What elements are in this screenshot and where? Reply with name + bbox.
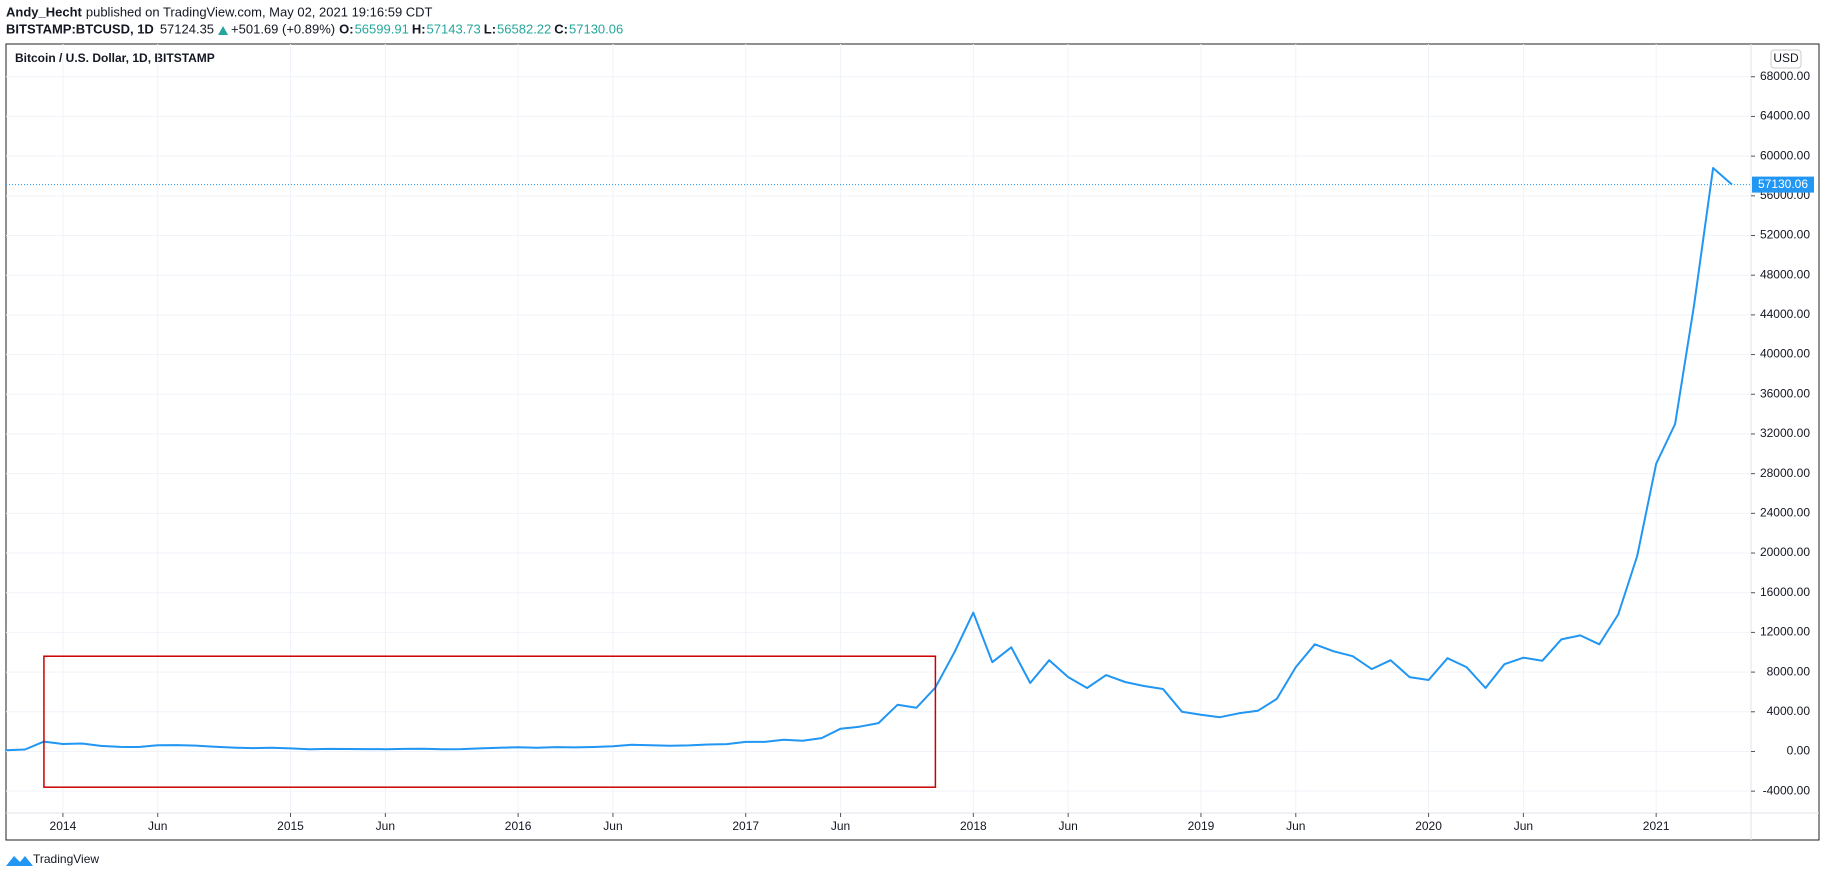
author: Andy_Hecht xyxy=(6,4,83,19)
y-tick-label: 60000.00 xyxy=(1760,148,1810,162)
x-tick-label: 2016 xyxy=(505,819,532,833)
chart-title: Bitcoin / U.S. Dollar, 1D, BITSTAMP xyxy=(15,51,215,65)
last-price: 57124.35 xyxy=(160,21,214,36)
x-tick-label: 2018 xyxy=(960,819,987,833)
published: published on TradingView.com, May 02, 20… xyxy=(86,4,433,19)
y-tick-label: 24000.00 xyxy=(1760,506,1810,520)
x-tick-label: 2017 xyxy=(732,819,759,833)
x-tick-label: Jun xyxy=(1058,819,1077,833)
ohlc: O: 56599.91 H: 57143.73 L: 56582.22 C: 57130.06 xyxy=(339,21,623,36)
brand-icon xyxy=(6,856,33,866)
y-tick-label: 0.00 xyxy=(1787,744,1811,758)
y-tick-label: 4000.00 xyxy=(1767,704,1811,718)
ohlc-label: L: xyxy=(484,21,496,36)
up-icon xyxy=(218,26,229,35)
ohlc-value: 57130.06 xyxy=(569,21,623,36)
y-tick-label: 28000.00 xyxy=(1760,466,1810,480)
y-tick-label: 32000.00 xyxy=(1760,426,1810,440)
x-tick-label: Jun xyxy=(603,819,622,833)
chart-frame xyxy=(5,43,1820,841)
last-price-label: 57130.06 xyxy=(1758,177,1808,191)
y-tick-label: 36000.00 xyxy=(1760,386,1810,400)
x-tick-label: 2014 xyxy=(50,819,77,833)
y-tick-label: 44000.00 xyxy=(1760,307,1810,321)
y-tick-label: 40000.00 xyxy=(1760,347,1810,361)
y-tick-label: 20000.00 xyxy=(1760,545,1810,559)
footer: TradingView xyxy=(6,852,99,866)
y-tick-label: 8000.00 xyxy=(1767,664,1811,678)
y-tick-label: 52000.00 xyxy=(1760,228,1810,242)
currency-box xyxy=(1770,49,1802,69)
y-tick-label: 64000.00 xyxy=(1760,109,1810,123)
currency: USD xyxy=(1773,51,1799,65)
ohlc-value: 57143.73 xyxy=(427,21,481,36)
ohlc-label: C: xyxy=(554,21,568,36)
x-tick-label: 2019 xyxy=(1188,819,1215,833)
ohlc-label: O: xyxy=(339,21,353,36)
x-tick-label: 2021 xyxy=(1643,819,1670,833)
brand: TradingView xyxy=(33,852,99,866)
price-line xyxy=(5,167,1733,752)
symbol: BITSTAMP:BTCUSD, 1D xyxy=(6,21,154,36)
last-price-box xyxy=(1752,176,1814,193)
x-tick-label: 2015 xyxy=(277,819,304,833)
x-tick-label: 2020 xyxy=(1415,819,1442,833)
grid xyxy=(6,44,1751,813)
x-tick-label: Jun xyxy=(1514,819,1533,833)
ohlc-label: H: xyxy=(412,21,426,36)
x-tick-label: Jun xyxy=(376,819,395,833)
y-tick-label: 12000.00 xyxy=(1760,625,1810,639)
y-tick-label: 16000.00 xyxy=(1760,585,1810,599)
y-tick-label: -4000.00 xyxy=(1763,783,1811,797)
y-tick-label: 68000.00 xyxy=(1760,69,1810,83)
x-tick-label: Jun xyxy=(1286,819,1305,833)
x-tick-label: Jun xyxy=(831,819,850,833)
change: +501.69 (+0.89%) xyxy=(231,21,335,36)
highlight-box xyxy=(43,655,937,788)
ohlc-value: 56599.91 xyxy=(355,21,409,36)
ohlc-value: 56582.22 xyxy=(497,21,551,36)
x-tick-label: Jun xyxy=(148,819,167,833)
y-tick-label: 48000.00 xyxy=(1760,267,1810,281)
